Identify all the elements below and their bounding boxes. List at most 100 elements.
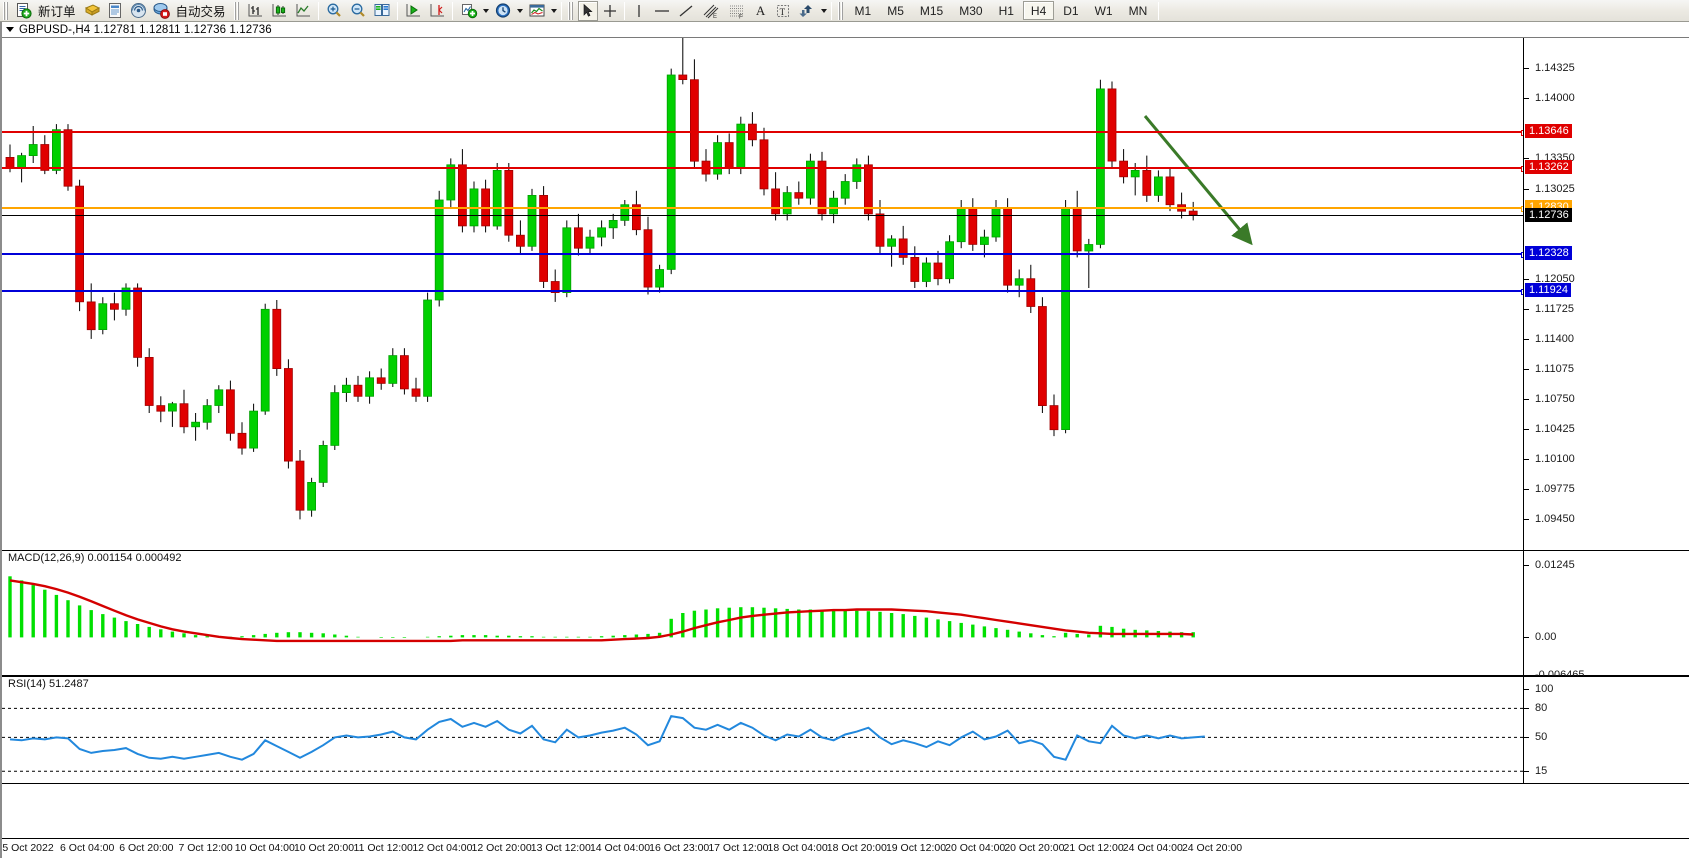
toolbar-grip-3[interactable] xyxy=(567,1,574,20)
rsi-tick xyxy=(1524,771,1529,773)
timeframe-m5-button[interactable]: M5 xyxy=(887,3,904,18)
price-tick-label: 1.09775 xyxy=(1535,483,1575,496)
price-pane[interactable]: 1.14325 1.14000 1.13350 1.13025 1.12050 1.117… xyxy=(2,38,1689,550)
price-tick xyxy=(1524,158,1529,160)
price-tick xyxy=(1524,188,1529,190)
level-anchor[interactable] xyxy=(1521,130,1523,136)
timeframe-h1-button[interactable]: H1 xyxy=(998,3,1014,18)
price-tick-label: 1.11725 xyxy=(1535,302,1574,315)
price-level-tag-current-price[interactable]: 1.12736 xyxy=(1525,208,1572,223)
fibonacci-icon[interactable]: F xyxy=(725,1,749,21)
channel-icon[interactable]: E xyxy=(699,1,723,21)
price-tick-label: 1.11075 xyxy=(1535,363,1574,375)
candlestick-icon[interactable] xyxy=(268,1,290,21)
rsi-tick xyxy=(1524,737,1529,739)
price-tick-label: 1.14000 xyxy=(1535,92,1575,105)
price-plot-area[interactable] xyxy=(2,38,1523,550)
auto-scroll-icon[interactable] xyxy=(402,1,424,21)
vertical-line-icon[interactable] xyxy=(629,1,649,21)
timeframe-m15-button[interactable]: M15 xyxy=(919,3,944,18)
level-line-pivot[interactable] xyxy=(2,205,1523,212)
timeframe-mn-button[interactable]: MN xyxy=(1128,3,1148,18)
chart-menu-caret-icon[interactable] xyxy=(6,27,14,32)
clock-icon[interactable] xyxy=(492,1,514,21)
chevron-down-icon[interactable] xyxy=(550,8,557,13)
auto-trading-icon[interactable] xyxy=(151,1,172,21)
indicators-dropdown[interactable] xyxy=(457,1,489,21)
level-line-support[interactable] xyxy=(2,252,1523,258)
timeframe-d1-button[interactable]: D1 xyxy=(1063,3,1079,18)
price-tick xyxy=(1524,308,1529,310)
bar-chart-icon[interactable] xyxy=(244,1,266,21)
price-scale-axis[interactable]: 1.14325 1.14000 1.13350 1.13025 1.12050 1.117… xyxy=(1523,38,1689,550)
time-axis[interactable]: 5 Oct 2022 6 Oct 04:00 6 Oct 20:00 7 Oct 12… xyxy=(2,838,1689,858)
main-toolbar: 新订单 自动交易 xyxy=(0,0,1689,22)
text-label-icon[interactable]: T xyxy=(773,1,793,21)
arrows-dropdown[interactable] xyxy=(795,1,827,21)
level-line-support[interactable] xyxy=(2,289,1523,296)
price-tick xyxy=(1524,98,1529,100)
timeframe-bar: M1 M5 M15 M30 H1 H4 D1 W1 MN xyxy=(847,1,1156,20)
timeframe-m30-button[interactable]: M30 xyxy=(959,3,983,18)
candlestick-series xyxy=(5,38,1198,520)
timeframe-w1-button[interactable]: W1 xyxy=(1094,3,1113,18)
crosshair-icon[interactable] xyxy=(600,1,620,21)
level-anchor[interactable] xyxy=(1521,252,1523,258)
rsi-pane[interactable]: RSI(14) 51.2487 100 80 50 15 xyxy=(2,676,1689,784)
timeframe-m1-button[interactable]: M1 xyxy=(854,3,872,18)
macd-plot-area[interactable] xyxy=(2,551,1523,675)
rsi-tick-label: 100 xyxy=(1535,683,1554,695)
tile-windows-icon[interactable] xyxy=(371,1,393,21)
templates-dropdown[interactable] xyxy=(525,1,557,21)
zoom-in-icon[interactable] xyxy=(323,1,345,21)
price-level-tag-resistance[interactable]: 1.13646 xyxy=(1525,124,1572,138)
macd-tick xyxy=(1524,637,1529,639)
rsi-scale-axis[interactable]: 100 80 50 15 xyxy=(1523,677,1689,783)
price-level-tag-support[interactable]: 1.11924 xyxy=(1525,283,1571,298)
chevron-down-icon[interactable] xyxy=(482,8,489,13)
level-anchor[interactable] xyxy=(1521,289,1523,296)
line-chart-icon[interactable] xyxy=(292,1,314,21)
level-line-resistance[interactable] xyxy=(2,165,1523,172)
toolbar-separator-4 xyxy=(560,1,562,20)
level-anchor[interactable] xyxy=(1521,205,1523,212)
text-icon[interactable]: A xyxy=(755,2,766,18)
price-level-tag-support[interactable]: 1.12328 xyxy=(1525,246,1572,260)
toolbar-grip-4[interactable] xyxy=(837,1,844,20)
level-anchor[interactable] xyxy=(1521,165,1523,172)
folder-icon[interactable] xyxy=(82,1,103,21)
new-order-icon[interactable] xyxy=(13,1,34,21)
rsi-series xyxy=(2,707,1523,772)
rsi-plot-area[interactable] xyxy=(2,677,1523,783)
arrows-icon[interactable] xyxy=(796,1,818,21)
price-level-tag-resistance[interactable]: 1.13262 xyxy=(1525,159,1572,174)
level-line-current-price[interactable] xyxy=(2,215,1523,217)
chevron-down-icon[interactable] xyxy=(516,8,523,13)
data-window-icon[interactable] xyxy=(105,1,126,21)
new-order-label[interactable]: 新订单 xyxy=(38,4,76,19)
rsi-tick-label: 15 xyxy=(1535,765,1548,778)
toolbar-grip[interactable] xyxy=(3,1,9,20)
svg-text:T: T xyxy=(779,6,785,16)
time-tick-label: 14 Oct 04:00 xyxy=(589,842,651,854)
level-line-resistance[interactable] xyxy=(2,130,1523,136)
time-tick-label: 11 Oct 12:00 xyxy=(353,842,413,854)
svg-text:F: F xyxy=(739,14,743,19)
toolbar-grip-2[interactable] xyxy=(233,1,240,20)
timeframe-h4-button[interactable]: H4 xyxy=(1022,1,1055,20)
chart-shift-icon[interactable] xyxy=(426,1,448,21)
price-tick-label: 1.11400 xyxy=(1535,332,1574,345)
macd-pane[interactable]: MACD(12,26,9) 0.001154 0.000492 0.01245 0… xyxy=(2,550,1689,681)
macd-scale-axis[interactable]: 0.01245 0.00 -0.006465 xyxy=(1523,551,1689,681)
horizontal-line-icon[interactable] xyxy=(651,1,673,21)
trendline-icon[interactable] xyxy=(675,1,697,21)
signals-icon[interactable] xyxy=(128,1,149,21)
cursor-icon[interactable] xyxy=(577,0,598,21)
zoom-out-icon[interactable] xyxy=(347,1,369,21)
template-icon[interactable] xyxy=(526,1,548,21)
add-indicator-icon[interactable] xyxy=(458,1,480,21)
chevron-down-icon[interactable] xyxy=(820,8,827,13)
macd-tick-label: 0.00 xyxy=(1535,631,1557,644)
periods-dropdown[interactable] xyxy=(491,1,523,21)
auto-trading-label[interactable]: 自动交易 xyxy=(175,4,226,19)
